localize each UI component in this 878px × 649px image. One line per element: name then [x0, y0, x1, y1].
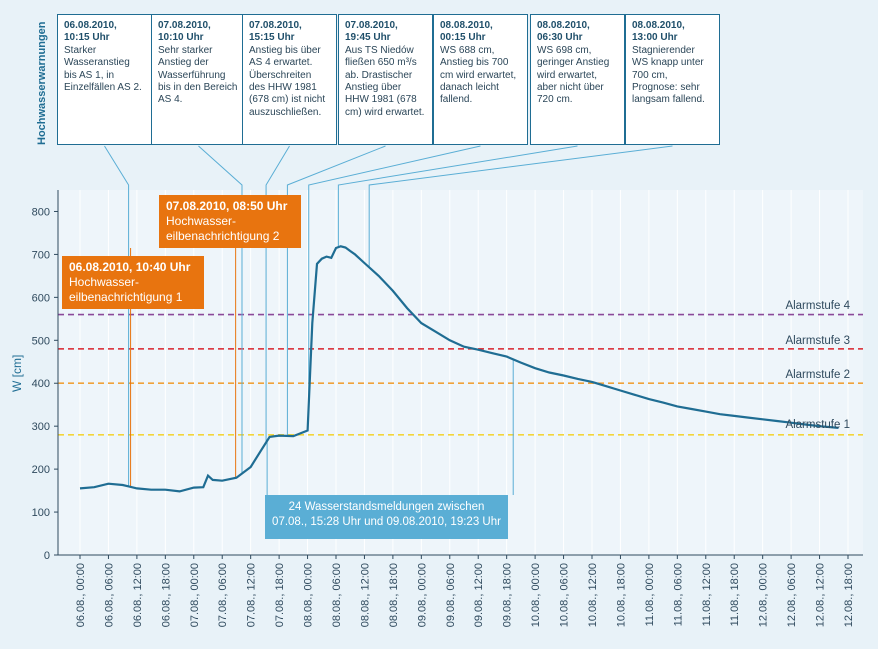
- warning-connector: [308, 145, 481, 404]
- y-tick-label: 200: [32, 464, 50, 476]
- warning-time: 07.08.2010, 15:15 Uhr: [249, 20, 302, 44]
- x-tick-label: 06.08., 06:00: [103, 563, 115, 627]
- warning-text: Aus TS Niedów fließen 650 m³/s ab. Drast…: [345, 44, 425, 118]
- notification-line: Hochwasser-: [166, 214, 237, 228]
- warning-time: 08.08.2010, 13:00 Uhr: [632, 20, 685, 44]
- notification-line: Hochwasser-: [69, 275, 140, 289]
- x-tick-label: 09.08., 00:00: [416, 563, 428, 627]
- y-tick-label: 700: [32, 249, 50, 261]
- warning-time: 06.08.2010, 10:15 Uhr: [64, 20, 117, 44]
- warning-time: 08.08.2010, 00:15 Uhr: [440, 20, 493, 44]
- notification-time: 06.08.2010, 10:40 Uhr: [69, 260, 191, 274]
- x-tick-label: 11.08., 18:00: [729, 563, 741, 626]
- y-tick-label: 800: [32, 206, 50, 218]
- x-tick-label: 08.08., 18:00: [388, 563, 400, 627]
- x-tick-label: 12.08., 12:00: [815, 563, 827, 627]
- y-tick-label: 0: [44, 550, 50, 562]
- x-tick-label: 09.08., 06:00: [445, 563, 457, 627]
- notification-line: eilbenachrichtigung 1: [69, 290, 183, 304]
- x-tick-label: 10.08., 18:00: [615, 563, 627, 627]
- x-tick-label: 07.08., 18:00: [274, 563, 286, 627]
- y-tick-label: 300: [32, 421, 50, 433]
- warning-text: Anstieg bis über AS 4 erwartet. Überschr…: [249, 44, 326, 118]
- x-tick-label: 10.08., 12:00: [587, 563, 599, 627]
- plot-area: [58, 190, 863, 555]
- x-tick-label: 11.08., 06:00: [672, 563, 684, 626]
- warning-connector: [104, 145, 130, 487]
- warning-time: 07.08.2010, 10:10 Uhr: [158, 20, 211, 44]
- x-tick-label: 10.08., 06:00: [559, 563, 571, 627]
- notification-box-2: 07.08.2010, 08:50 Uhr Hochwasser- eilben…: [159, 195, 301, 248]
- warning-box: 08.08.2010, 06:30 Uhr WS 698 cm, geringer…: [530, 14, 625, 145]
- alarm-label-1: Alarmstufe 1: [785, 419, 850, 431]
- x-tick-label: 08.08., 00:00: [303, 563, 315, 627]
- warning-time: 07.08.2010, 19:45 Uhr: [345, 20, 398, 44]
- x-tick-label: 11.08., 00:00: [644, 563, 656, 626]
- warning-box: 07.08.2010, 15:15 Uhr Anstieg bis über AS…: [242, 14, 337, 145]
- x-tick-label: 11.08., 12:00: [701, 563, 713, 626]
- y-tick-label: 500: [32, 335, 50, 347]
- x-tick-label: 06.08., 12:00: [132, 563, 144, 627]
- warning-connector: [368, 145, 673, 268]
- measurement-reports-box: 24 Wasserstandsmeldungen zwischen 07.08.…: [265, 495, 508, 539]
- side-title: Hochwasserwarnungen: [36, 21, 48, 145]
- x-tick-label: 08.08., 06:00: [331, 563, 343, 627]
- y-tick-label: 400: [32, 378, 50, 390]
- x-tick-label: 09.08., 18:00: [502, 563, 514, 627]
- warning-box: 07.08.2010, 19:45 Uhr Aus TS Niedów fließ…: [338, 14, 433, 145]
- x-tick-label: 12.08., 18:00: [843, 563, 855, 627]
- warning-connector: [198, 145, 243, 474]
- water-level-line: [79, 245, 839, 493]
- warning-text: Starker Wasseranstieg bis AS 1, in Einze…: [64, 44, 142, 94]
- x-tick-label: 07.08., 00:00: [189, 563, 201, 627]
- y-tick-label: 600: [32, 292, 50, 304]
- warning-text: WS 698 cm, geringer Anstieg wird erwarte…: [537, 44, 610, 106]
- x-tick-label: 09.08., 12:00: [473, 563, 485, 627]
- x-tick-label: 12.08., 00:00: [758, 563, 770, 627]
- warning-connector: [337, 145, 578, 248]
- warning-text: Sehr starker Anstieg der Wasserführung b…: [158, 44, 238, 106]
- x-tick-label: 06.08., 00:00: [75, 563, 87, 627]
- notification-time: 07.08.2010, 08:50 Uhr: [166, 199, 288, 213]
- warning-box: 07.08.2010, 10:10 Uhr Sehr starker Anstie…: [151, 14, 246, 145]
- warning-box: 06.08.2010, 10:15 Uhr Starker Wasseransti…: [57, 14, 152, 145]
- notification-line: eilbenachrichtigung 2: [166, 229, 280, 243]
- alarm-label-4: Alarmstufe 4: [785, 300, 850, 312]
- y-tick-label: 100: [32, 507, 50, 519]
- measurement-reports-line: 24 Wasserstandsmeldungen zwischen: [288, 501, 485, 513]
- measurement-reports-line: 07.08., 15:28 Uhr und 09.08.2010, 19:23 …: [272, 516, 501, 528]
- warning-text: Stagnierender WS knapp unter 700 cm, Pro…: [632, 44, 705, 106]
- warning-text: WS 688 cm, Anstieg bis 700 cm wird erwar…: [440, 44, 517, 106]
- x-tick-label: 07.08., 06:00: [217, 563, 229, 627]
- x-tick-label: 12.08., 06:00: [786, 563, 798, 627]
- warning-connector: [286, 145, 386, 436]
- warning-time: 08.08.2010, 06:30 Uhr: [537, 20, 590, 44]
- y-axis-label: W [cm]: [10, 354, 24, 392]
- x-tick-label: 06.08., 18:00: [160, 563, 172, 627]
- warning-connector: [265, 145, 290, 443]
- x-tick-label: 08.08., 12:00: [359, 563, 371, 627]
- x-tick-label: 10.08., 00:00: [530, 563, 542, 627]
- warning-box: 08.08.2010, 13:00 Uhr Stagnierender WS kn…: [625, 14, 720, 145]
- alarm-label-2: Alarmstufe 2: [785, 369, 850, 381]
- notification-box-1: 06.08.2010, 10:40 Uhr Hochwasser- eilben…: [62, 256, 204, 309]
- alarm-label-3: Alarmstufe 3: [785, 335, 850, 347]
- x-tick-label: 07.08., 12:00: [246, 563, 258, 627]
- warning-box: 08.08.2010, 00:15 Uhr WS 688 cm, Anstieg …: [433, 14, 528, 145]
